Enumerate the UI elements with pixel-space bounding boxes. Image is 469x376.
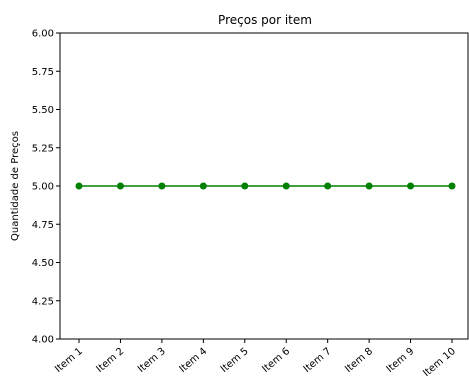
x-tick-label: Item 4 — [177, 346, 209, 375]
x-tick-label: Item 9 — [385, 346, 417, 375]
x-tick-label: Item 5 — [219, 346, 251, 375]
y-tick-label: 4.25 — [32, 296, 54, 307]
x-tick-label: Item 1 — [53, 346, 85, 375]
x-tick-label: Item 7 — [302, 346, 334, 375]
data-point — [282, 182, 290, 190]
y-axis-ticks: 4.00 4.25 4.50 4.75 5.00 5.25 5.50 5.75 6.00 — [32, 29, 60, 346]
data-point — [365, 182, 373, 190]
y-tick-label: 6.00 — [32, 29, 54, 40]
data-point — [75, 182, 83, 190]
y-tick-label: 4.50 — [32, 258, 54, 269]
y-tick-label: 4.75 — [32, 220, 54, 231]
data-point — [241, 182, 249, 190]
data-point — [324, 182, 332, 190]
y-tick-label: 5.50 — [32, 105, 54, 116]
x-tick-label: Item 6 — [260, 346, 292, 375]
plot-frame — [59, 32, 469, 340]
x-tick-label: Item 3 — [136, 346, 168, 375]
chart-title: Preços por item — [218, 13, 312, 27]
y-axis-label: Quantidade de Preços — [10, 131, 21, 241]
data-point — [158, 182, 166, 190]
data-point — [407, 182, 415, 190]
y-tick-label: 5.00 — [32, 182, 54, 193]
x-tick-label: Item 2 — [95, 346, 127, 375]
data-point — [116, 182, 124, 190]
x-tick-label: Item 10 — [421, 346, 458, 376]
y-tick-label: 4.00 — [32, 335, 54, 346]
x-axis-ticks: Item 1 Item 2 Item 3 Item 4 Item 5 Item 6 Item… — [53, 339, 458, 376]
data-point — [448, 182, 456, 190]
y-tick-label: 5.75 — [32, 67, 54, 78]
x-tick-label: Item 8 — [343, 346, 375, 375]
series-layer — [75, 182, 456, 190]
data-point — [199, 182, 207, 190]
y-tick-label: 5.25 — [32, 143, 54, 154]
